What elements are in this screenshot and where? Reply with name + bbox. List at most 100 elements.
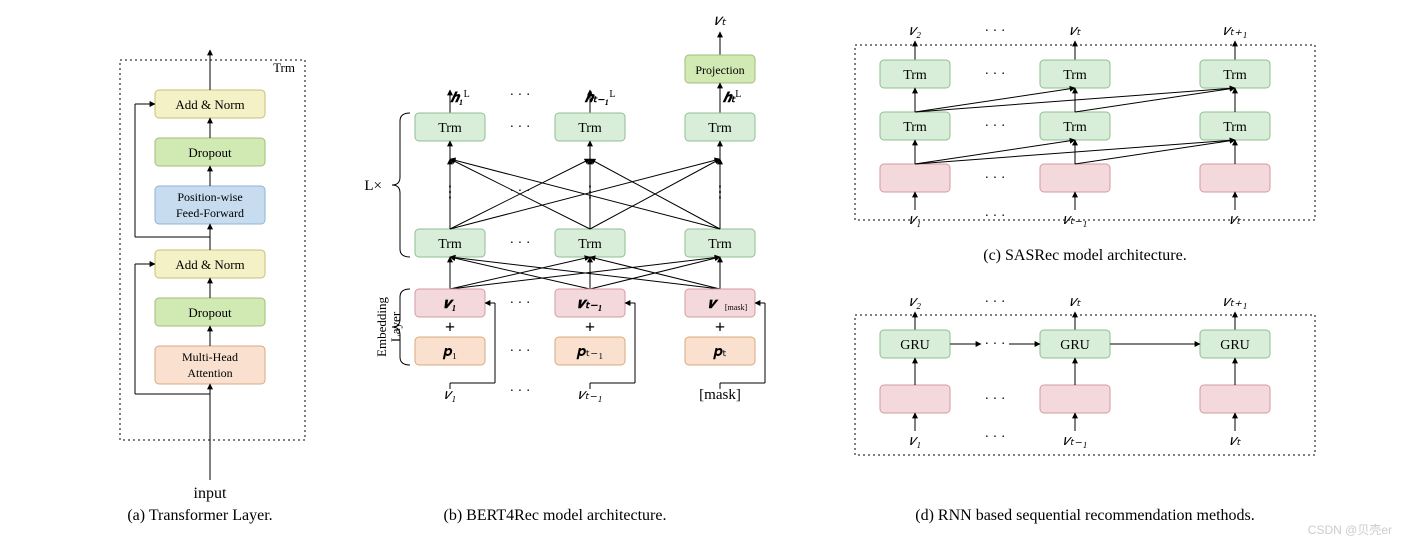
svg-text:· · ·: · · · [985,67,1006,82]
svg-text:+: + [585,317,595,337]
svg-text:(a) Transformer Layer.: (a) Transformer Layer. [127,507,272,524]
trm-top-1: Trm [555,113,625,141]
gru-0: GRU [880,330,950,358]
svg-text:· · ·: · · · [985,337,1006,352]
svg-text:Multi-Head: Multi-Head [182,350,238,364]
svg-text:𝑣ₜ: 𝑣ₜ [1069,294,1081,310]
d-emb-2 [1200,385,1270,413]
svg-text:[mask]: [mask] [699,387,741,403]
svg-text:𝑣ₜ: 𝑣ₜ [1229,433,1241,449]
svg-text:Position-wise: Position-wise [177,190,242,204]
svg-text:𝒗₁: 𝒗₁ [443,296,456,312]
svg-text:𝑣ₜ₊₁: 𝑣ₜ₊₁ [1223,23,1248,39]
pemb-1: 𝒑ₜ₋₁ [555,337,625,365]
c-trm2-0: Trm [880,112,950,140]
svg-text:𝑣ₜ₊₁: 𝑣ₜ₊₁ [1223,294,1248,310]
svg-text:Trm: Trm [273,60,295,75]
svg-text:(c) SASRec model architecture.: (c) SASRec model architecture. [983,247,1186,264]
svg-text:𝒑ₜ: 𝒑ₜ [713,344,727,360]
svg-text:· · ·: · · · [985,24,1006,39]
svg-text:𝒉₁L: 𝒉₁L [450,89,469,107]
svg-text:𝑣₂: 𝑣₂ [909,294,921,310]
svg-text:Trm: Trm [1223,120,1247,135]
svg-text:𝑣ₜ₋₁: 𝑣ₜ₋₁ [578,387,603,403]
pemb-2: 𝒑ₜ [685,337,755,365]
trm-bot-0: Trm [415,229,485,257]
svg-text:𝑣ₜ₋₁: 𝑣ₜ₋₁ [1063,433,1088,449]
svg-text:Feed-Forward: Feed-Forward [176,206,244,220]
trm-bot-1: Trm [555,229,625,257]
svg-text:𝑣ₜ₋₁: 𝑣ₜ₋₁ [1063,212,1088,228]
svg-text:· · ·: · · · [510,296,531,311]
svg-text:Trm: Trm [1063,120,1087,135]
gru-2: GRU [1200,330,1270,358]
svg-text:+: + [715,317,725,337]
d-emb-0 [880,385,950,413]
mha: Multi-Head Attention [155,346,265,384]
c-emb-0 [880,164,950,192]
svg-text:𝒑ₜ₋₁: 𝒑ₜ₋₁ [577,344,604,360]
c-trm1-0: Trm [880,60,950,88]
dropout-2: Dropout [155,298,265,326]
pwff: Position-wise Feed-Forward [155,186,265,224]
svg-text:· · ·: · · · [510,184,531,199]
svg-text:· · ·: · · · [985,209,1006,224]
dropout-1: Dropout [155,138,265,166]
svg-text:𝑣₁: 𝑣₁ [444,387,456,403]
svg-text:· · ·: · · · [510,384,531,399]
projection: Projection [685,55,755,83]
svg-text:Trm: Trm [438,237,462,252]
svg-text:input: input [194,485,227,502]
panel-d: 𝑣₂ 𝑣ₜ 𝑣ₜ₊₁ · · · GRU GRU GRU · · · · · · 𝑣₁ 𝑣ₜ₋₁ 𝑣ₜ… [855,294,1315,524]
svg-text:· · ·: · · · [510,88,531,103]
svg-text:Attention: Attention [187,366,232,380]
c-trm2-1: Trm [1040,112,1110,140]
panel-b: 𝑣ₜ Projection 𝒉₁L 𝒉ₜ₋₁L 𝒉ₜL · · · Trm Trm Trm · ·… [364,12,765,524]
svg-text:𝑣₂: 𝑣₂ [909,23,921,39]
trm-top-2: Trm [685,113,755,141]
svg-text:GRU: GRU [900,338,930,353]
svg-text:Dropout: Dropout [188,305,232,320]
c-trm2-2: Trm [1200,112,1270,140]
c-trm1-1: Trm [1040,60,1110,88]
c-trm1-2: Trm [1200,60,1270,88]
svg-text:Add & Norm: Add & Norm [175,257,244,272]
svg-text:L×: L× [364,178,382,194]
svg-text:𝒉ₜL: 𝒉ₜL [723,89,742,107]
svg-text:Projection: Projection [695,63,744,77]
watermark: CSDN @贝壳er [1308,521,1392,538]
add-norm-1: Add & Norm [155,90,265,118]
svg-text:Trm: Trm [1063,68,1087,83]
panel-a: Trm Add & Norm Dropout Position-wise Feed-Fo… [120,50,305,524]
svg-text:𝒗ₜ₋₁: 𝒗ₜ₋₁ [577,296,603,312]
svg-text:Trm: Trm [578,121,602,136]
c-emb-2 [1200,164,1270,192]
trm-bot-2: Trm [685,229,755,257]
svg-text:· · ·: · · · [985,295,1006,310]
svg-text:Trm: Trm [903,120,927,135]
pemb-0: 𝒑₁ [415,337,485,365]
svg-text:𝑣ₜ: 𝑣ₜ [714,12,727,29]
svg-text:𝒉ₜ₋₁L: 𝒉ₜ₋₁L [585,89,616,107]
c-emb-1 [1040,164,1110,192]
d-emb-1 [1040,385,1110,413]
gru-1: GRU [1040,330,1110,358]
svg-text:Trm: Trm [1223,68,1247,83]
svg-text:𝑣ₜ: 𝑣ₜ [1229,212,1241,228]
svg-text:+: + [445,317,455,337]
svg-text:GRU: GRU [1220,338,1250,353]
svg-text:𝑣₁: 𝑣₁ [909,212,921,228]
panel-c: 𝑣₂ 𝑣ₜ 𝑣ₜ₊₁ · · · Trm Trm Trm · · · Trm Trm Trm · · … [855,23,1315,264]
add-norm-2: Add & Norm [155,250,265,278]
svg-text:𝒑₁: 𝒑₁ [443,344,458,360]
svg-text:GRU: GRU [1060,338,1090,353]
svg-text:𝑣ₜ: 𝑣ₜ [1069,23,1081,39]
svg-text:𝑣₁: 𝑣₁ [909,433,921,449]
svg-text:(b) BERT4Rec model architectur: (b) BERT4Rec model architecture. [444,507,667,524]
svg-text:(d) RNN based sequential recom: (d) RNN based sequential recommendation … [915,507,1254,524]
svg-text:Trm: Trm [708,237,732,252]
svg-text:Trm: Trm [578,237,602,252]
svg-text:· · ·: · · · [985,430,1006,445]
svg-text:EmbeddingLayer: EmbeddingLayer [374,297,403,357]
svg-text:Trm: Trm [708,121,732,136]
